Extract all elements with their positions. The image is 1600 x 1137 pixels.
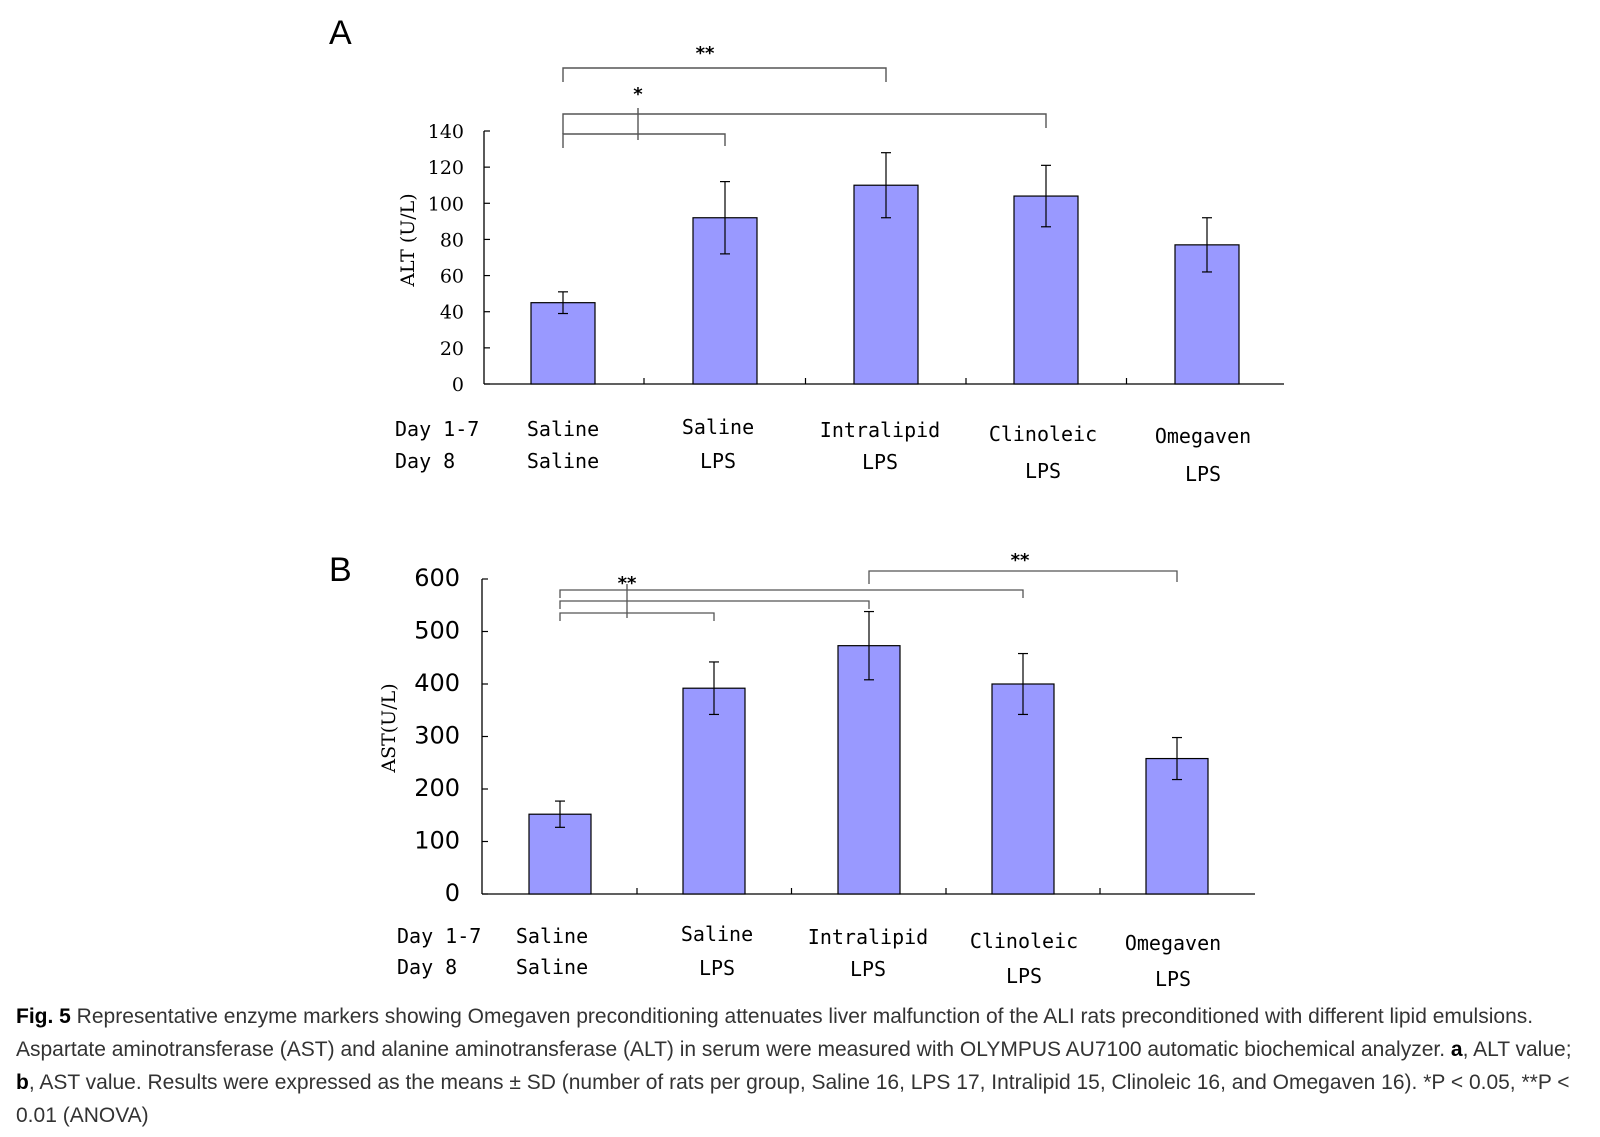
panel-a-bar (853, 184, 919, 385)
panel-b-bar (1145, 757, 1209, 895)
panel-a-y-tick-label: 0 (452, 374, 464, 396)
panel-b-significance-label: ** (618, 573, 637, 594)
caption-a-marker: a (1450, 1038, 1463, 1061)
panel-b-y-tick-label: 300 (414, 722, 460, 750)
panel-a-y-tick-label: 140 (428, 121, 464, 143)
panel-a-category-label: Intralipid (820, 418, 940, 442)
panel-a-y-tick-label: 100 (428, 193, 464, 215)
panel-a-category-label: LPS (862, 450, 898, 474)
panel-b-row-label: Day 8 (397, 955, 457, 979)
panel-b-y-tick-label: 400 (414, 669, 460, 697)
panel-a-ylabel: ALT (U/L) (397, 193, 419, 287)
panel-b-ylabel: AST(U/L) (378, 683, 400, 773)
panel-a-significance-bracket (562, 67, 887, 82)
panel-b-category-label: LPS (1006, 964, 1042, 988)
panel-a-y-tick-label: 60 (440, 266, 464, 288)
panel-b-category-label: Clinoleic (970, 929, 1078, 953)
panel-b-y-tick-label: 0 (445, 879, 460, 907)
panel-a-significance-bracket (562, 133, 726, 148)
panel-b-letter: B (329, 551, 352, 589)
panel-a-bar (530, 302, 596, 385)
panel-b-significance-bracket (868, 570, 1178, 584)
panel-b-category-label: Omegaven (1125, 931, 1221, 955)
caption-body: Representative enzyme markers showing Om… (16, 1005, 1534, 1061)
panel-a-y-tick-label: 40 (440, 302, 464, 324)
caption-fig-label: Fig. 5 (16, 1005, 71, 1028)
panel-b-y-tick-label: 500 (414, 617, 460, 645)
figure-caption: Fig. 5 Representative enzyme markers sho… (16, 1000, 1586, 1132)
panel-a-category-label: LPS (700, 449, 736, 473)
panel-b-category-label: LPS (699, 956, 735, 980)
panel-b-chart: 0 100 200 300 400 500 600 Day 1-7 Day 8 Saline Sal… (397, 550, 1255, 991)
panel-b-bar (991, 683, 1055, 895)
panel-a-row-label: Day 1-7 (395, 417, 479, 441)
panel-a-category-label: Omegaven (1155, 424, 1251, 448)
figure: A ALT (U/L) 0 20 40 60 80 100 120 140 Day 1-7 Day… (329, 14, 1284, 991)
panel-b-significance-bracket (559, 600, 870, 609)
caption-b-text: , AST value. Results were expressed as t… (16, 1071, 1570, 1127)
panel-b-significance-bracket (559, 612, 715, 621)
panel-b-significance-bracket (559, 589, 1024, 598)
panel-a-category-label: Saline (527, 417, 599, 441)
panel-a-significance-label: * (633, 84, 643, 105)
panel-a-y-tick-label: 80 (440, 229, 464, 251)
panel-a-chart: 0 20 40 60 80 100 120 140 Day 1-7 Day 8 Saline Sali… (395, 43, 1284, 486)
panel-b-y-tick-label: 200 (414, 774, 460, 802)
panel-b-y-tick-label: 100 (414, 827, 460, 855)
panel-b-category-label: Saline (516, 924, 588, 948)
panel-b-row-label: Day 1-7 (397, 924, 481, 948)
panel-a-category-label: Clinoleic (989, 422, 1097, 446)
caption-b-marker: b (16, 1071, 29, 1094)
panel-a-significance-label: ** (696, 43, 715, 64)
panel-b-bar (682, 687, 746, 895)
panel-a-category-label: Saline (527, 449, 599, 473)
panel-b-category-label: Intralipid (808, 925, 928, 949)
panel-a-category-label: LPS (1025, 459, 1061, 483)
panel-a-bar (1013, 195, 1079, 385)
panel-b-category-label: LPS (1155, 967, 1191, 991)
panel-b-significance-label: ** (1011, 550, 1030, 571)
panel-a-letter: A (329, 14, 352, 52)
panel-b-category-label: Saline (681, 922, 753, 946)
panel-a-y-tick-label: 20 (440, 338, 464, 360)
panel-b-category-label: Saline (516, 955, 588, 979)
panel-b-category-label: LPS (850, 957, 886, 981)
panel-a-category-label: LPS (1185, 462, 1221, 486)
panel-b-y-tick-label: 600 (414, 564, 460, 592)
caption-a-text: , ALT value; (1462, 1038, 1572, 1061)
panel-a-significance-bracket (562, 113, 1047, 134)
panel-a-y-tick-label: 120 (428, 157, 464, 179)
panel-a-row-label: Day 8 (395, 449, 455, 473)
panel-b-bar (837, 645, 901, 895)
panel-a-category-label: Saline (682, 415, 754, 439)
